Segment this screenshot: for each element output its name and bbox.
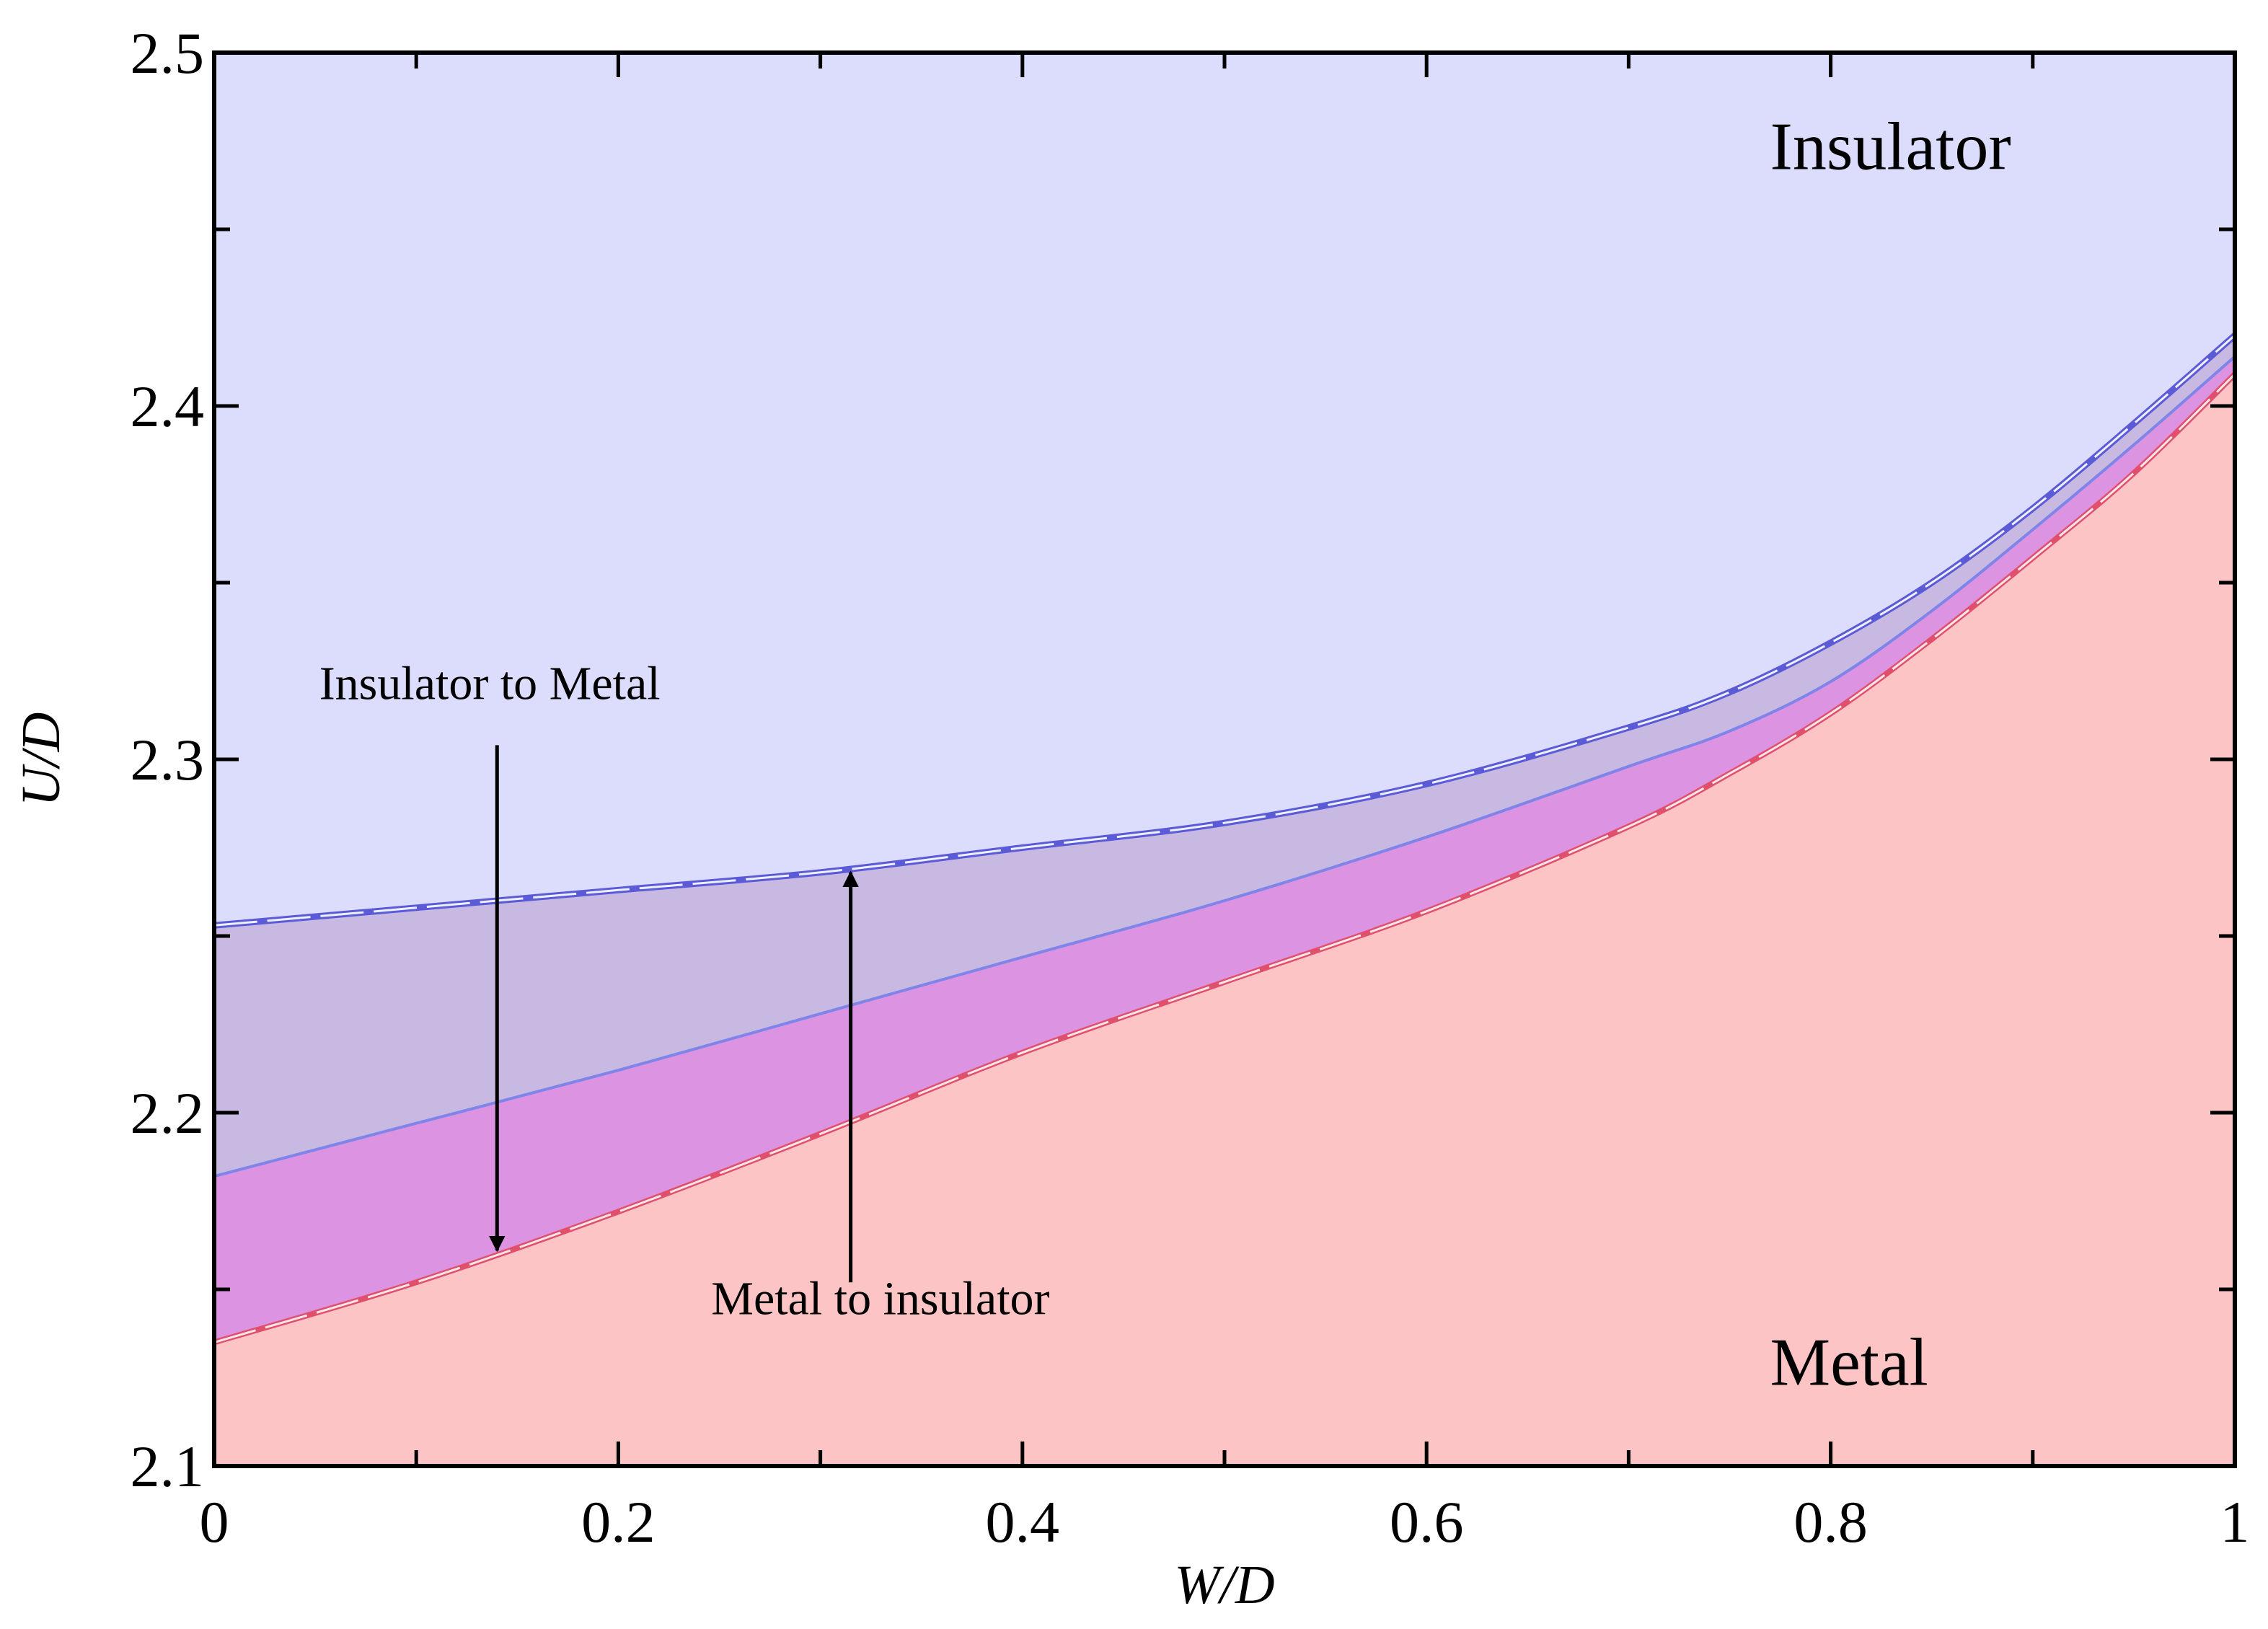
y-tick-label: 2.4 <box>131 374 205 439</box>
metal-region <box>214 374 2235 1466</box>
axis-ticks <box>212 50 2237 1468</box>
x-tick-label: 1 <box>2220 1489 2250 1555</box>
y-axis-title: U/D <box>11 712 71 807</box>
y-tick-label: 2.3 <box>131 727 205 793</box>
middle-boundary-line <box>214 355 2235 1178</box>
metal-to-insulator-label: Metal to insulator <box>711 1272 1049 1325</box>
y-tick-label: 2.1 <box>131 1434 205 1499</box>
overlap-region <box>214 356 2235 1343</box>
metal-label: Metal <box>1770 1325 1928 1400</box>
x-tick-label: 0.6 <box>1390 1489 1464 1555</box>
tick-labels: 0 0.2 0.4 0.6 0.8 1 2.1 2.2 2.3 2.4 2.5 <box>131 20 2250 1555</box>
coexistence-region <box>214 335 2235 1177</box>
upper-boundary-dash <box>214 334 2235 927</box>
y-tick-label: 2.2 <box>131 1080 205 1146</box>
x-tick-label: 0.4 <box>986 1489 1060 1555</box>
y-tick-label: 2.5 <box>131 20 205 86</box>
x-tick-label: 0.8 <box>1793 1489 1868 1555</box>
insulator-label: Insulator <box>1770 110 2011 185</box>
insulator-to-metal-label: Insulator to Metal <box>319 658 661 710</box>
x-tick-label: 0.2 <box>581 1489 656 1555</box>
lower-boundary-dash <box>214 373 2235 1343</box>
x-tick-label: 0 <box>200 1489 229 1555</box>
x-axis-title: W/D <box>1174 1555 1274 1615</box>
insulator-region <box>214 53 2235 926</box>
